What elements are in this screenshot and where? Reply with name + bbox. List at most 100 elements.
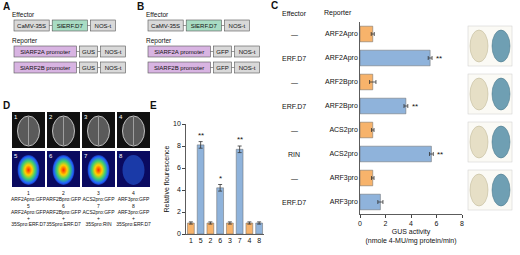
svg-text:Effector: Effector bbox=[146, 11, 169, 18]
svg-text:NOS-t: NOS-t bbox=[95, 23, 112, 29]
svg-text:SlARF2B promoter: SlARF2B promoter bbox=[154, 65, 204, 71]
html-text:35Spro:ERF.D7: 35Spro:ERF.D7 bbox=[11, 221, 46, 228]
svg-text:3: 3 bbox=[228, 237, 232, 244]
svg-text:ACS2pro: ACS2pro bbox=[329, 126, 358, 134]
svg-text:2: 2 bbox=[49, 114, 53, 120]
svg-text:—: — bbox=[291, 79, 298, 86]
svg-text:CaMV-35S: CaMV-35S bbox=[17, 23, 46, 29]
svg-text:**: ** bbox=[237, 135, 243, 144]
svg-text:ARF2Bpro: ARF2Bpro bbox=[325, 78, 358, 86]
svg-text:ARF3pro: ARF3pro bbox=[330, 198, 358, 206]
svg-text:5: 5 bbox=[199, 237, 203, 244]
svg-text:GFP: GFP bbox=[216, 65, 228, 71]
svg-text:0: 0 bbox=[358, 220, 362, 227]
html-text:ARF3pro:GFP: ARF3pro:GFP bbox=[117, 196, 150, 203]
svg-text:Reporter: Reporter bbox=[324, 9, 352, 17]
svg-text:—: — bbox=[291, 175, 298, 182]
html-text:ACS2pro:GFP: ACS2pro:GFP bbox=[82, 208, 115, 215]
svg-text:8: 8 bbox=[460, 220, 464, 227]
svg-text:ERF.D7: ERF.D7 bbox=[282, 199, 306, 206]
svg-text:SlARF2A promoter: SlARF2A promoter bbox=[154, 49, 204, 55]
svg-text:8: 8 bbox=[119, 153, 123, 159]
svg-text:D: D bbox=[3, 100, 10, 111]
html-text:ACS2pro:GFP: ACS2pro:GFP bbox=[82, 196, 115, 203]
svg-text:SlERF.D7: SlERF.D7 bbox=[191, 23, 218, 29]
svg-text:ERF.D7: ERF.D7 bbox=[282, 55, 306, 62]
html-text:35Spro:ERF.D7: 35Spro:ERF.D7 bbox=[116, 221, 151, 228]
html-text:5: 5 bbox=[27, 202, 30, 209]
html-text:6: 6 bbox=[62, 202, 65, 209]
svg-text:C: C bbox=[271, 0, 278, 11]
svg-text:**: ** bbox=[436, 54, 442, 63]
svg-text:SlERF.D7: SlERF.D7 bbox=[57, 23, 84, 29]
html-text:ARF2Apro:GFP: ARF2Apro:GFP bbox=[11, 208, 46, 215]
svg-text:GUS: GUS bbox=[82, 65, 95, 71]
html-text:ARF2Bpro:GFP: ARF2Bpro:GFP bbox=[46, 196, 81, 203]
svg-text:7: 7 bbox=[238, 237, 242, 244]
html-text:8: 8 bbox=[132, 202, 135, 209]
svg-text:NOS-t: NOS-t bbox=[105, 49, 122, 55]
svg-text:ERF.D7: ERF.D7 bbox=[282, 103, 306, 110]
svg-text:6: 6 bbox=[49, 153, 53, 159]
svg-text:**: ** bbox=[437, 150, 443, 159]
svg-text:2: 2 bbox=[208, 237, 212, 244]
svg-text:4: 4 bbox=[119, 114, 123, 120]
svg-text:**: ** bbox=[412, 102, 418, 111]
svg-text:8: 8 bbox=[257, 237, 261, 244]
svg-text:Reporter: Reporter bbox=[12, 37, 38, 45]
svg-text:4: 4 bbox=[177, 186, 181, 193]
svg-text:A: A bbox=[3, 1, 10, 12]
svg-text:—: — bbox=[291, 31, 298, 38]
svg-text:1: 1 bbox=[14, 114, 18, 120]
svg-text:SlARF2B promoter: SlARF2B promoter bbox=[20, 65, 70, 71]
html-text:4: 4 bbox=[132, 190, 135, 196]
svg-text:6: 6 bbox=[177, 164, 181, 171]
svg-text:—: — bbox=[291, 127, 298, 134]
svg-text:NOS-t: NOS-t bbox=[229, 23, 246, 29]
svg-text:ARF3pro: ARF3pro bbox=[330, 174, 358, 182]
html-text:2: 2 bbox=[62, 190, 65, 196]
svg-text:Effector: Effector bbox=[12, 11, 35, 18]
svg-text:ACS2pro: ACS2pro bbox=[329, 150, 358, 158]
svg-text:10: 10 bbox=[173, 120, 181, 127]
svg-text:6: 6 bbox=[435, 220, 439, 227]
svg-text:GUS activity(nmole 4-MU/mg pro: GUS activity(nmole 4-MU/mg protein/min) bbox=[365, 228, 456, 245]
svg-text:2: 2 bbox=[384, 220, 388, 227]
svg-text:GFP: GFP bbox=[216, 49, 228, 55]
svg-text:CaMV-35S: CaMV-35S bbox=[151, 23, 180, 29]
svg-text:5: 5 bbox=[14, 153, 18, 159]
svg-text:ARF2Bpro: ARF2Bpro bbox=[325, 102, 358, 110]
html-text:ARF2Apro:GFP: ARF2Apro:GFP bbox=[11, 196, 46, 203]
svg-text:ARF2Apro: ARF2Apro bbox=[325, 54, 358, 62]
svg-text:E: E bbox=[150, 100, 157, 111]
svg-text:6: 6 bbox=[218, 237, 222, 244]
svg-text:3: 3 bbox=[84, 114, 88, 120]
html-text:3: 3 bbox=[97, 190, 100, 196]
svg-text:*: * bbox=[219, 174, 222, 183]
svg-text:8: 8 bbox=[177, 142, 181, 149]
svg-text:B: B bbox=[137, 1, 144, 12]
svg-text:SlARF2A promoter: SlARF2A promoter bbox=[20, 49, 70, 55]
svg-text:NOS-t: NOS-t bbox=[239, 65, 256, 71]
svg-text:RIN: RIN bbox=[288, 151, 300, 158]
svg-text:4: 4 bbox=[247, 237, 251, 244]
svg-text:NOS-t: NOS-t bbox=[105, 65, 122, 71]
html-text:35Spro:RIN: 35Spro:RIN bbox=[85, 221, 112, 228]
html-text:35Spro:ERF.D7: 35Spro:ERF.D7 bbox=[46, 221, 81, 228]
svg-text:4: 4 bbox=[409, 220, 413, 227]
svg-text:Effector: Effector bbox=[282, 10, 307, 17]
svg-text:ARF2Apro: ARF2Apro bbox=[325, 30, 358, 38]
svg-text:1: 1 bbox=[189, 237, 193, 244]
svg-text:7: 7 bbox=[84, 153, 88, 159]
svg-text:Reporter: Reporter bbox=[146, 37, 172, 45]
svg-text:Relative flourescence: Relative flourescence bbox=[163, 145, 170, 212]
svg-text:2: 2 bbox=[177, 208, 181, 215]
svg-text:**: ** bbox=[198, 131, 204, 140]
svg-text:0: 0 bbox=[177, 230, 181, 237]
html-text:ARF3pro:GFP: ARF3pro:GFP bbox=[117, 208, 150, 215]
html-text:7: 7 bbox=[97, 202, 100, 209]
svg-text:NOS-t: NOS-t bbox=[239, 49, 256, 55]
html-text:ARF2Bpro:GFP: ARF2Bpro:GFP bbox=[46, 208, 81, 215]
html-text:1: 1 bbox=[27, 190, 30, 196]
svg-text:GUS: GUS bbox=[82, 49, 95, 55]
